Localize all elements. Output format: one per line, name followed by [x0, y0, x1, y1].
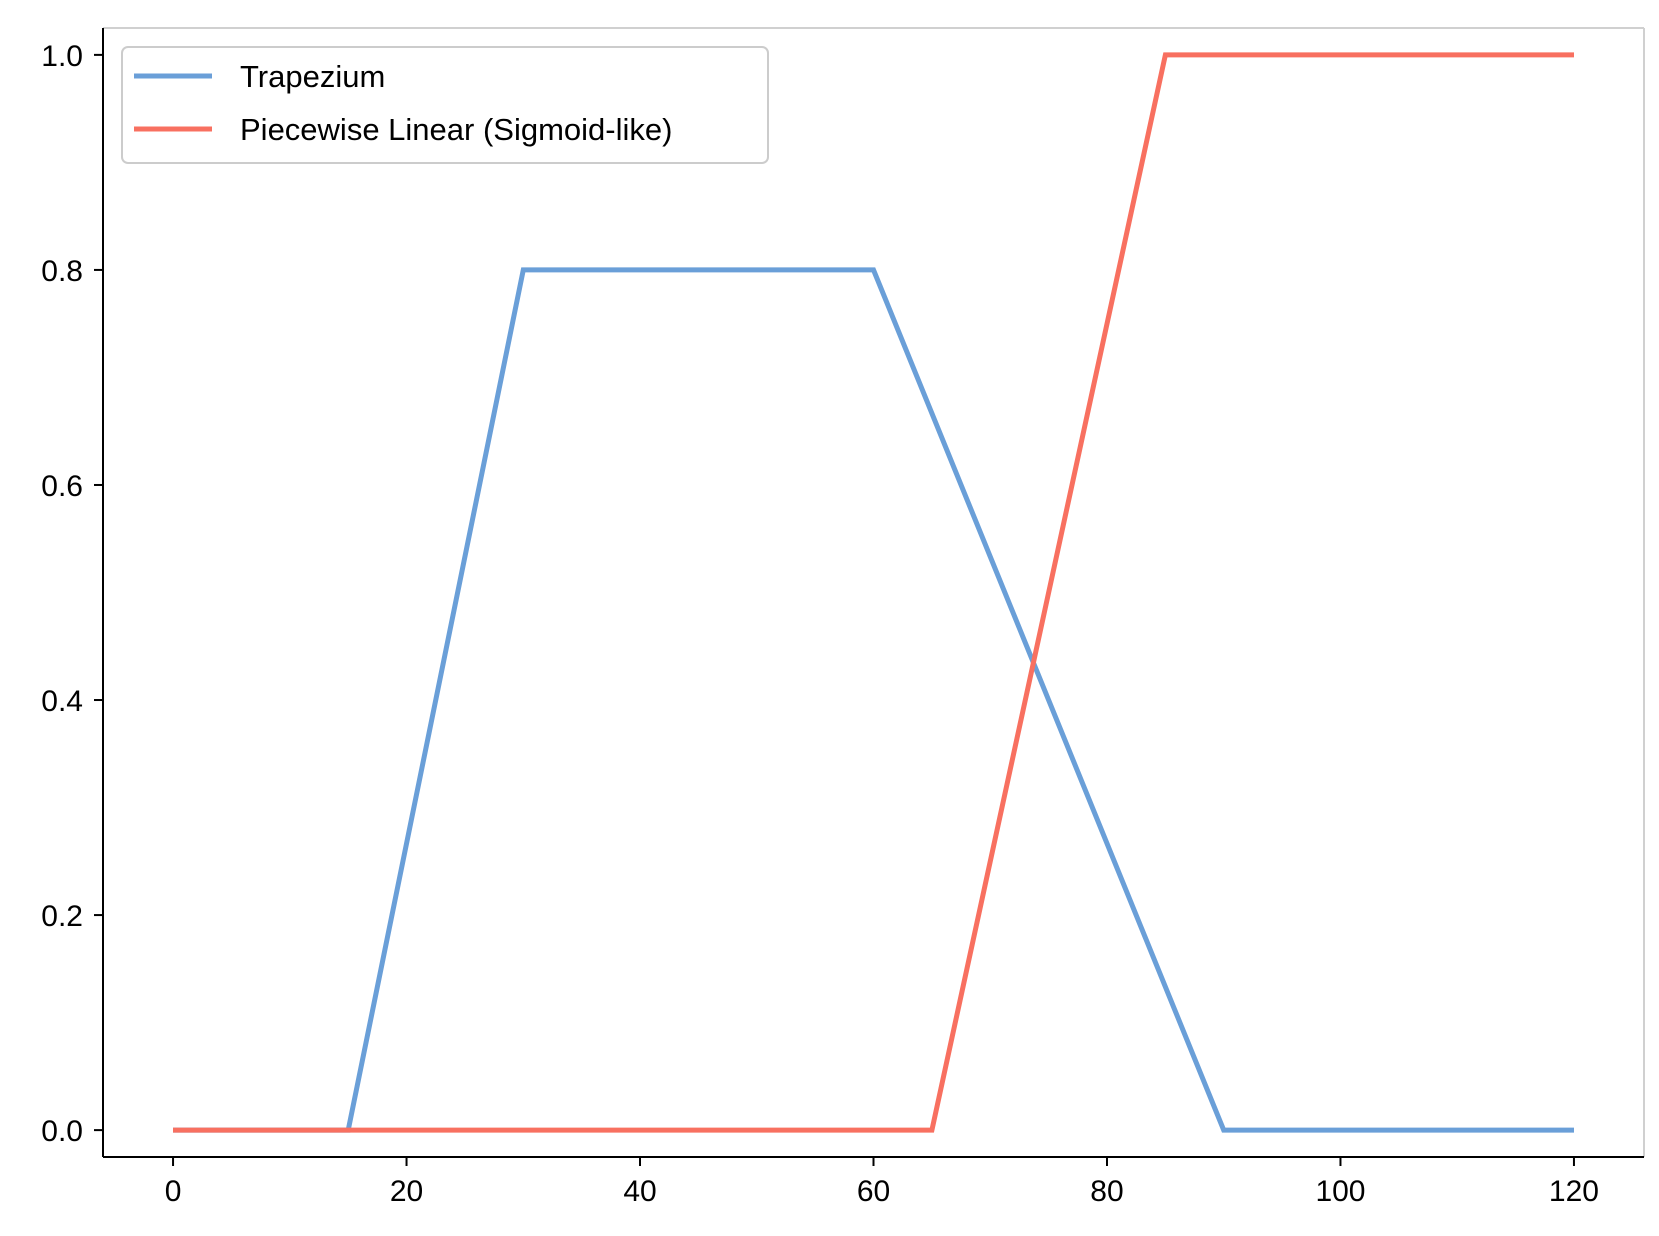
x-tick-label: 100 — [1315, 1175, 1365, 1208]
legend-label: Piecewise Linear (Sigmoid-like) — [240, 112, 672, 147]
x-tick-label: 120 — [1549, 1175, 1599, 1208]
x-axis-ticks: 0 20 40 60 80 100 120 — [165, 1157, 1599, 1208]
y-axis-ticks: 0.0 0.2 0.4 0.6 0.8 1.0 — [41, 40, 103, 1148]
legend-box — [121, 46, 769, 164]
x-tick-label: 0 — [165, 1175, 182, 1208]
axes-spines — [102, 27, 1645, 1158]
y-tick-label: 1.0 — [41, 40, 83, 73]
x-tick-label: 60 — [857, 1175, 890, 1208]
series-line-trapezium — [173, 267, 1574, 1133]
y-tick-label: 0.8 — [41, 255, 83, 288]
x-tick-label: 20 — [390, 1175, 423, 1208]
series-lines — [173, 52, 1574, 1133]
x-tick-label: 40 — [623, 1175, 656, 1208]
y-tick-label: 0.0 — [41, 1115, 83, 1148]
y-tick-label: 0.2 — [41, 900, 83, 933]
series-line-piecewise-linear — [173, 52, 1574, 1133]
legend-label: Trapezium — [240, 59, 385, 94]
y-tick-label: 0.4 — [41, 685, 83, 718]
y-tick-label: 0.6 — [41, 470, 83, 503]
x-tick-label: 80 — [1090, 1175, 1123, 1208]
legend: Trapezium Piecewise Linear (Sigmoid-like) — [121, 46, 769, 164]
